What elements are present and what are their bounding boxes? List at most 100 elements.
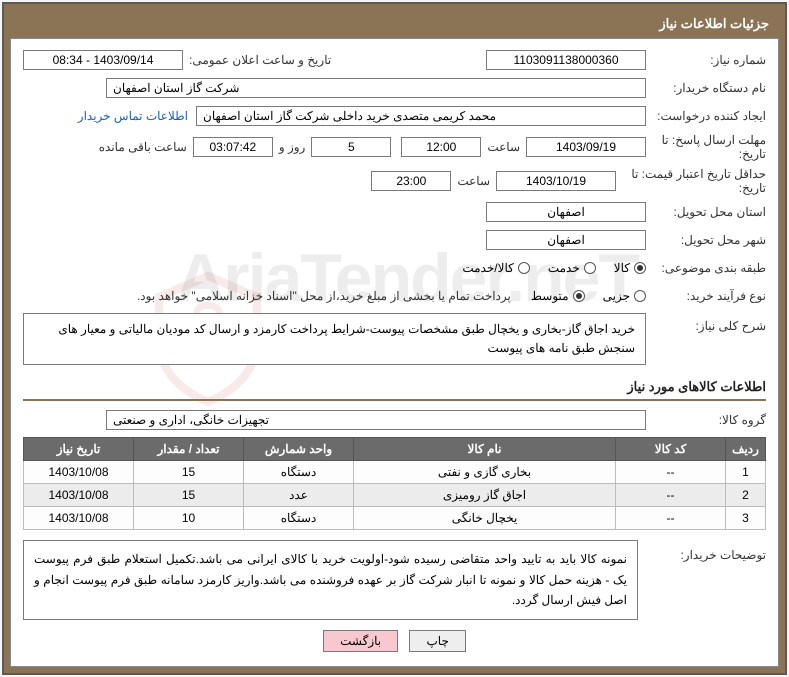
row-requester: ایجاد کننده درخواست: محمد کریمی متصدی خر… xyxy=(23,105,766,127)
table-cell: 15 xyxy=(134,461,244,484)
field-need-number: 1103091138000360 xyxy=(486,50,646,70)
table-cell: -- xyxy=(616,461,726,484)
row-province: استان محل تحویل: اصفهان xyxy=(23,201,766,223)
row-subject-class: طبقه بندی موضوعی: کالا خدمت کالا/خدمت xyxy=(23,257,766,279)
radio-dot-icon xyxy=(634,262,646,274)
field-buyer-org: شرکت گاز استان اصفهان xyxy=(106,78,646,98)
table-cell: 3 xyxy=(726,507,766,530)
subject-option-2[interactable]: کالا/خدمت xyxy=(462,261,529,275)
label-buyer-org: نام دستگاه خریدار: xyxy=(646,81,766,95)
subject-option-1[interactable]: خدمت xyxy=(548,261,596,275)
table-header-cell: واحد شمارش xyxy=(244,438,354,461)
table-cell: 15 xyxy=(134,484,244,507)
process-note: پرداخت تمام یا بخشی از مبلغ خرید،از محل … xyxy=(137,289,511,303)
field-buyer-notes: نمونه کالا باید به تایید واحد متقاضی رسی… xyxy=(23,540,638,619)
table-header-cell: ردیف xyxy=(726,438,766,461)
row-general-desc: شرح کلی نیاز: خرید اجاق گاز-بخاری و یخچا… xyxy=(23,313,766,365)
label-requester: ایجاد کننده درخواست: xyxy=(646,109,766,123)
radio-dot-icon xyxy=(573,290,585,302)
process-option-1[interactable]: متوسط xyxy=(531,289,585,303)
content-panel: AriaTender.neT شماره نیاز: 1103091138000… xyxy=(10,38,779,667)
section-header-products: اطلاعات کالاهای مورد نیاز xyxy=(23,373,766,401)
field-general-desc: خرید اجاق گاز-بخاری و یخچال طبق مشخصات پ… xyxy=(23,313,646,365)
field-announce-datetime: 1403/09/14 - 08:34 xyxy=(23,50,183,70)
process-option-0[interactable]: جزیی xyxy=(603,289,646,303)
label-days-and: روز و xyxy=(279,140,306,154)
table-cell: 1403/10/08 xyxy=(24,507,134,530)
back-button[interactable]: بازگشت xyxy=(323,630,398,652)
table-row: 3--یخچال خانگیدستگاه101403/10/08 xyxy=(24,507,766,530)
radio-label: کالا xyxy=(614,261,630,275)
row-product-group: گروه کالا: تجهیزات خانگی، اداری و صنعتی xyxy=(23,409,766,431)
field-remaining-days: 5 xyxy=(311,137,391,157)
field-deadline-time: 12:00 xyxy=(401,137,481,157)
radio-label: متوسط xyxy=(531,289,569,303)
field-product-group: تجهیزات خانگی، اداری و صنعتی xyxy=(106,410,646,430)
table-header-cell: نام کالا xyxy=(354,438,616,461)
subject-option-0[interactable]: کالا xyxy=(614,261,646,275)
label-time-2: ساعت xyxy=(457,174,490,188)
table-cell: عدد xyxy=(244,484,354,507)
field-remaining-time: 03:07:42 xyxy=(193,137,273,157)
field-province: اصفهان xyxy=(486,202,646,222)
panel-title: جزئیات اطلاعات نیاز xyxy=(10,10,779,38)
radio-label: جزیی xyxy=(603,289,630,303)
label-announce-datetime: تاریخ و ساعت اعلان عمومی: xyxy=(189,53,331,67)
table-cell: بخاری گازی و نفتی xyxy=(354,461,616,484)
radio-label: کالا/خدمت xyxy=(462,261,513,275)
table-cell: 2 xyxy=(726,484,766,507)
field-validity-time: 23:00 xyxy=(371,171,451,191)
table-cell: -- xyxy=(616,507,726,530)
label-process-type: نوع فرآیند خرید: xyxy=(646,289,766,303)
row-process-type: نوع فرآیند خرید: جزیی متوسط پرداخت تمام ی… xyxy=(23,285,766,307)
radio-dot-icon xyxy=(584,262,596,274)
table-body: 1--بخاری گازی و نفتیدستگاه151403/10/082-… xyxy=(24,461,766,530)
field-deadline-date: 1403/09/19 xyxy=(526,137,646,157)
field-validity-date: 1403/10/19 xyxy=(496,171,616,191)
row-validity: حداقل تاریخ اعتبار قیمت: تا تاریخ: 1403/… xyxy=(23,167,766,195)
label-need-number: شماره نیاز: xyxy=(646,53,766,67)
table-cell: یخچال خانگی xyxy=(354,507,616,530)
table-cell: دستگاه xyxy=(244,461,354,484)
radio-dot-icon xyxy=(634,290,646,302)
label-product-group: گروه کالا: xyxy=(646,413,766,427)
row-buyer-org: نام دستگاه خریدار: شرکت گاز استان اصفهان xyxy=(23,77,766,99)
radio-group-process: جزیی متوسط xyxy=(531,289,646,303)
table-cell: اجاق گاز رومیزی xyxy=(354,484,616,507)
table-cell: -- xyxy=(616,484,726,507)
field-requester: محمد کریمی متصدی خرید داخلی شرکت گاز است… xyxy=(196,106,646,126)
table-row: 2--اجاق گاز رومیزیعدد151403/10/08 xyxy=(24,484,766,507)
label-province: استان محل تحویل: xyxy=(646,205,766,219)
label-validity: حداقل تاریخ اعتبار قیمت: تا تاریخ: xyxy=(616,167,766,195)
label-remaining: ساعت باقی مانده xyxy=(99,140,187,154)
label-deadline: مهلت ارسال پاسخ: تا تاریخ: xyxy=(646,133,766,161)
button-row: چاپ بازگشت xyxy=(23,620,766,656)
label-general-desc: شرح کلی نیاز: xyxy=(646,313,766,333)
label-subject-class: طبقه بندی موضوعی: xyxy=(646,261,766,275)
products-table: ردیفکد کالانام کالاواحد شمارشتعداد / مقد… xyxy=(23,437,766,530)
table-header-row: ردیفکد کالانام کالاواحد شمارشتعداد / مقد… xyxy=(24,438,766,461)
print-button[interactable]: چاپ xyxy=(409,630,465,652)
field-city: اصفهان xyxy=(486,230,646,250)
radio-group-subject: کالا خدمت کالا/خدمت xyxy=(462,261,646,275)
table-header-cell: تاریخ نیاز xyxy=(24,438,134,461)
label-buyer-notes: توضیحات خریدار: xyxy=(646,540,766,562)
label-time-1: ساعت xyxy=(487,140,520,154)
link-buyer-contact[interactable]: اطلاعات تماس خریدار xyxy=(78,109,188,123)
radio-dot-icon xyxy=(518,262,530,274)
radio-label: خدمت xyxy=(548,261,580,275)
table-cell: 1 xyxy=(726,461,766,484)
row-city: شهر محل تحویل: اصفهان xyxy=(23,229,766,251)
table-header-cell: تعداد / مقدار xyxy=(134,438,244,461)
label-city: شهر محل تحویل: xyxy=(646,233,766,247)
table-cell: دستگاه xyxy=(244,507,354,530)
row-buyer-notes: توضیحات خریدار: نمونه کالا باید به تایید… xyxy=(23,540,766,619)
table-cell: 1403/10/08 xyxy=(24,461,134,484)
table-row: 1--بخاری گازی و نفتیدستگاه151403/10/08 xyxy=(24,461,766,484)
main-frame: جزئیات اطلاعات نیاز AriaTender.neT شماره… xyxy=(2,2,787,675)
row-need-number: شماره نیاز: 1103091138000360 تاریخ و ساع… xyxy=(23,49,766,71)
table-cell: 10 xyxy=(134,507,244,530)
table-cell: 1403/10/08 xyxy=(24,484,134,507)
table-header-cell: کد کالا xyxy=(616,438,726,461)
row-deadline: مهلت ارسال پاسخ: تا تاریخ: 1403/09/19 سا… xyxy=(23,133,766,161)
